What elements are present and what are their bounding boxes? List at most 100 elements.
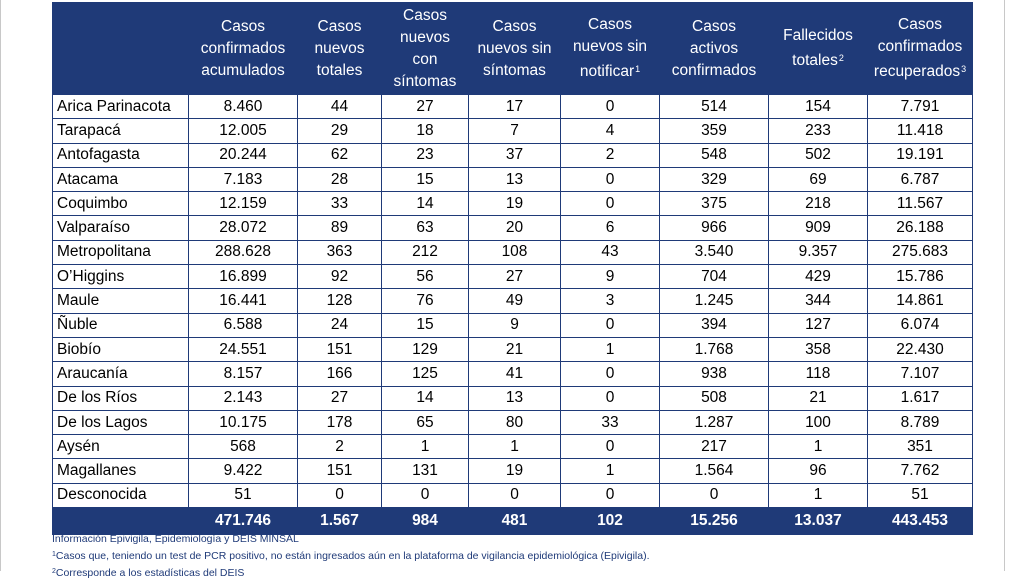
table-cell: 20 <box>468 215 561 241</box>
table-cell: 0 <box>659 482 769 509</box>
table-cell: 19.191 <box>867 142 973 168</box>
header-footnote-marker: 2 <box>838 53 844 63</box>
table-row: Atacama 7.183 28 15 13 0 329 69 6.787 <box>52 166 973 193</box>
table-cell: 429 <box>768 264 868 290</box>
table-cell: 76 <box>381 288 469 314</box>
table-cell: 166 <box>297 361 382 387</box>
table-cell: 9.357 <box>768 239 868 266</box>
region-name: Metropolitana <box>52 239 189 266</box>
total-cell: 471.746 <box>188 507 298 536</box>
table-cell: 29 <box>297 118 382 144</box>
table-cell: 909 <box>768 215 868 241</box>
region-name: Ñuble <box>52 312 189 338</box>
footnote-2-text: Corresponde a los estadísticas del DEIS <box>55 567 245 579</box>
table-cell: 1.564 <box>659 458 769 484</box>
footnote-1: 1Casos que, teniendo un test de PCR posi… <box>52 547 650 564</box>
table-cell: 7.762 <box>867 458 973 484</box>
table-cell: 0 <box>560 93 660 120</box>
table-cell: 7 <box>468 118 561 144</box>
table-cell: 151 <box>297 336 382 363</box>
table-row: Biobío 24.551 151 129 21 1 1.768 358 22.430 <box>52 336 973 363</box>
table-cell: 0 <box>560 191 660 217</box>
region-name: Antofagasta <box>52 142 189 168</box>
table-cell: 3.540 <box>659 239 769 266</box>
table-cell: 14.861 <box>867 288 973 314</box>
table-cell: 19 <box>468 191 561 217</box>
table-cell: 89 <box>297 215 382 241</box>
table-cell: 0 <box>468 482 561 509</box>
table-cell: 359 <box>659 118 769 144</box>
table-cell: 21 <box>468 336 561 363</box>
header-label: Casos confirmados acumulados <box>200 17 286 79</box>
table-cell: 358 <box>768 336 868 363</box>
region-name: O’Higgins <box>52 264 189 290</box>
table-cell: 127 <box>768 312 868 338</box>
region-name: Maule <box>52 288 189 314</box>
table-cell: 20.244 <box>188 142 298 168</box>
total-cell: 102 <box>560 507 660 536</box>
page-right-rule <box>1004 0 1005 571</box>
total-cell: 15.256 <box>659 507 769 536</box>
header-cell: Fallecidos totales2 <box>768 2 868 95</box>
table-cell: 10.175 <box>188 409 298 436</box>
header-label: Casos nuevos sin síntomas <box>477 17 552 79</box>
table-cell: 2 <box>297 434 382 460</box>
table-cell: 13 <box>468 385 561 411</box>
covid-regional-table: Casos confirmados acumulados Casos nuevos… <box>52 2 973 536</box>
table-cell: 8.460 <box>188 93 298 120</box>
table-cell: 363 <box>297 239 382 266</box>
region-name: Tarapacá <box>52 118 189 144</box>
footnote-1-text: Casos que, teniendo un test de PCR posit… <box>55 550 650 562</box>
table-cell: 23 <box>381 142 469 168</box>
table-cell: 51 <box>188 482 298 509</box>
table-cell: 0 <box>560 482 660 509</box>
table-cell: 27 <box>381 93 469 120</box>
table-cell: 6.588 <box>188 312 298 338</box>
table-row: Maule 16.441 128 76 49 3 1.245 344 14.861 <box>52 288 973 314</box>
table-cell: 375 <box>659 191 769 217</box>
table-row: Coquimbo 12.159 33 14 19 0 375 218 11.567 <box>52 191 973 217</box>
table-cell: 548 <box>659 142 769 168</box>
footnote-1-marker: 1 <box>52 551 56 558</box>
table-cell: 128 <box>297 288 382 314</box>
header-footnote-marker: 3 <box>961 64 967 74</box>
header-label: Casos confirmados recuperados <box>873 16 963 80</box>
region-name: Atacama <box>52 166 189 193</box>
table-cell: 12.005 <box>188 118 298 144</box>
header-label: Casos nuevos totales <box>314 17 365 79</box>
table-cell: 0 <box>560 361 660 387</box>
table-row: Antofagasta 20.244 62 23 37 2 548 502 19.191 <box>52 142 973 168</box>
region-name: Arica Parinacota <box>52 93 189 120</box>
table-cell: 15.786 <box>867 264 973 290</box>
table-cell: 43 <box>560 239 660 266</box>
region-name: Araucanía <box>52 361 189 387</box>
table-cell: 69 <box>768 166 868 193</box>
table-cell: 1 <box>468 434 561 460</box>
table-cell: 6 <box>560 215 660 241</box>
table-row: De los Ríos 2.143 27 14 13 0 508 21 1.617 <box>52 385 973 411</box>
total-cell: 1.567 <box>297 507 382 536</box>
table-cell: 8.157 <box>188 361 298 387</box>
table-cell: 11.567 <box>867 191 973 217</box>
table-row: Aysén 568 2 1 1 0 217 1 351 <box>52 434 973 460</box>
table-row: Araucanía 8.157 166 125 41 0 938 118 7.107 <box>52 361 973 387</box>
table-cell: 151 <box>297 458 382 484</box>
header-cell: Casos confirmados recuperados3 <box>867 2 973 95</box>
total-cell: 13.037 <box>768 507 868 536</box>
table-totals: 471.746 1.567 984 481 102 15.256 13.037 443.453 <box>52 507 973 536</box>
table-cell: 2 <box>560 142 660 168</box>
table-cell: 17 <box>468 93 561 120</box>
table-cell: 100 <box>768 409 868 436</box>
table-cell: 125 <box>381 361 469 387</box>
header-label: Casos nuevos sin notificar <box>572 16 648 80</box>
table-row: Ñuble 6.588 24 15 9 0 394 127 6.074 <box>52 312 973 338</box>
table-cell: 1.768 <box>659 336 769 363</box>
total-cell: 481 <box>468 507 561 536</box>
table-cell: 394 <box>659 312 769 338</box>
region-name: Aysén <box>52 434 189 460</box>
table-cell: 0 <box>560 312 660 338</box>
table-cell: 1 <box>560 336 660 363</box>
table-cell: 217 <box>659 434 769 460</box>
table-cell: 12.159 <box>188 191 298 217</box>
table-cell: 15 <box>381 166 469 193</box>
